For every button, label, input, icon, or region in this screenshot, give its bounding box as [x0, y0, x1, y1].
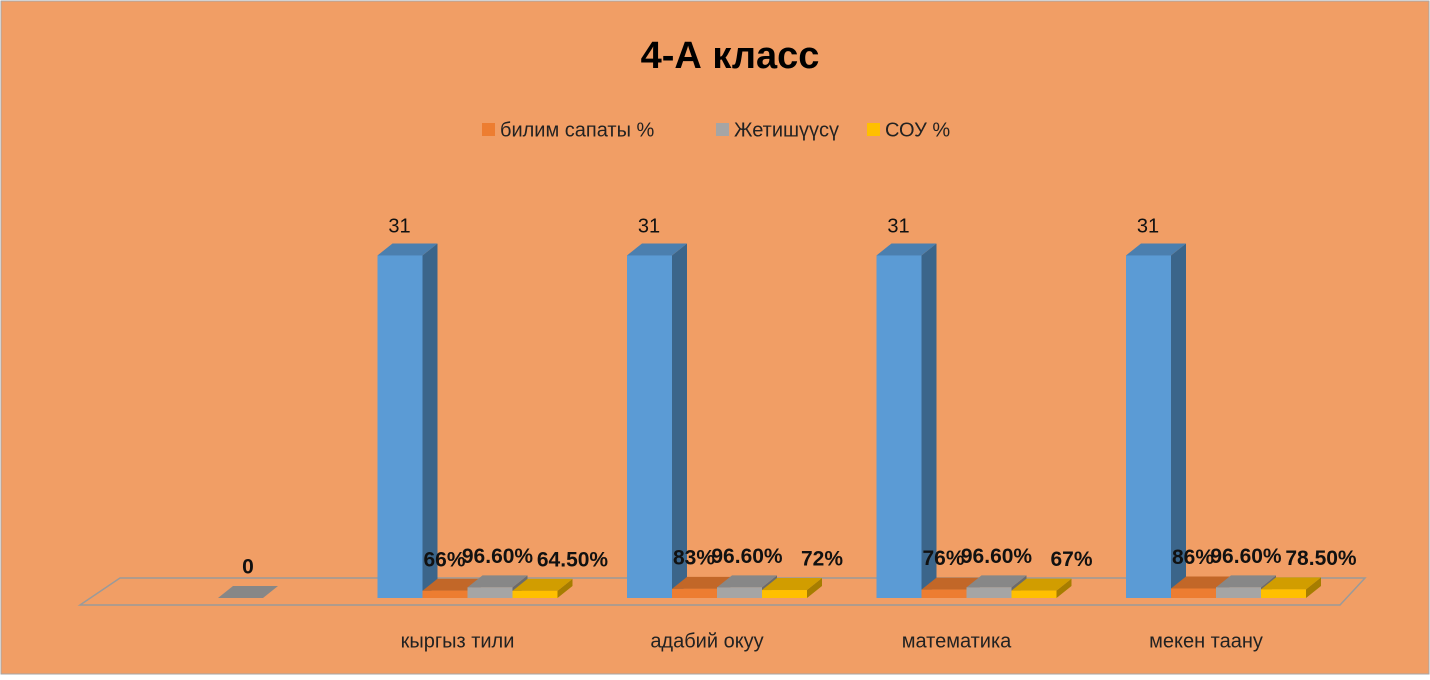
bar-top: [1216, 575, 1276, 588]
bar-top: [672, 576, 732, 589]
bar: [422, 590, 468, 598]
legend-label: СОУ %: [885, 119, 950, 141]
data-label: 96.60%: [961, 545, 1033, 568]
bar-top: [1011, 578, 1072, 591]
legend-label: билим сапаты %: [500, 119, 655, 141]
bar-side: [672, 243, 687, 598]
data-label: 83%: [673, 546, 715, 569]
bar-top: [1126, 243, 1186, 256]
bar-top: [377, 243, 438, 256]
bar: [1261, 589, 1306, 598]
bar: [627, 255, 672, 598]
legend-swatch: [482, 123, 495, 136]
data-label: 0: [242, 556, 254, 579]
legend-swatch: [867, 123, 880, 136]
bar-top: [218, 586, 278, 598]
bar: [762, 590, 807, 598]
data-label: 72%: [801, 548, 843, 571]
bar: [1171, 588, 1216, 598]
bar-top: [1171, 576, 1231, 589]
data-label: 96.60%: [1210, 545, 1282, 568]
bar: [1126, 255, 1171, 598]
x-tick-label: адабий окуу: [650, 630, 763, 652]
bar: [1216, 587, 1261, 598]
data-label: 78.50%: [1285, 547, 1357, 570]
bar: [377, 255, 423, 598]
bar-side: [557, 578, 573, 598]
legend-label: Жетишүүсү: [734, 119, 839, 141]
data-label: 64.50%: [537, 548, 609, 571]
bar-top: [512, 578, 573, 591]
bar-side: [1171, 243, 1186, 598]
data-label: 31: [887, 216, 909, 238]
data-label: 86%: [1172, 546, 1214, 569]
bar-top: [717, 575, 777, 588]
bar-top: [627, 243, 687, 256]
data-label: 76%: [922, 547, 964, 570]
x-tick-label: мекен таану: [1149, 630, 1263, 652]
data-label: 66%: [423, 548, 465, 571]
floor: [77, 577, 1367, 606]
bar-top: [876, 243, 937, 256]
data-label: 31: [638, 216, 660, 238]
bar-side: [807, 578, 822, 598]
bar-top: [467, 575, 528, 588]
bar-top: [921, 577, 982, 590]
data-label: 67%: [1050, 548, 1092, 571]
bar-top: [1261, 577, 1321, 590]
data-label: 96.60%: [711, 545, 783, 568]
bar-top: [762, 578, 822, 591]
bar: [876, 255, 922, 598]
bar-side: [1056, 578, 1072, 598]
bar-top: [966, 575, 1027, 588]
chart-title: 4-А класс: [641, 35, 820, 77]
legend-swatch: [716, 123, 729, 136]
x-tick-label: математика: [902, 630, 1012, 652]
data-label: 31: [1137, 216, 1159, 238]
bar-side: [921, 243, 937, 598]
bar: [1011, 590, 1057, 598]
bar: [717, 587, 762, 598]
bar-side: [422, 243, 438, 598]
bar: [921, 589, 967, 598]
x-tick-label: кыргыз тили: [401, 630, 515, 652]
bar: [672, 588, 717, 598]
bar: [467, 587, 513, 598]
bar: [512, 590, 558, 598]
bar: [966, 587, 1012, 598]
data-label: 96.60%: [462, 545, 534, 568]
data-label: 31: [388, 216, 410, 238]
bar-side: [1306, 577, 1321, 598]
